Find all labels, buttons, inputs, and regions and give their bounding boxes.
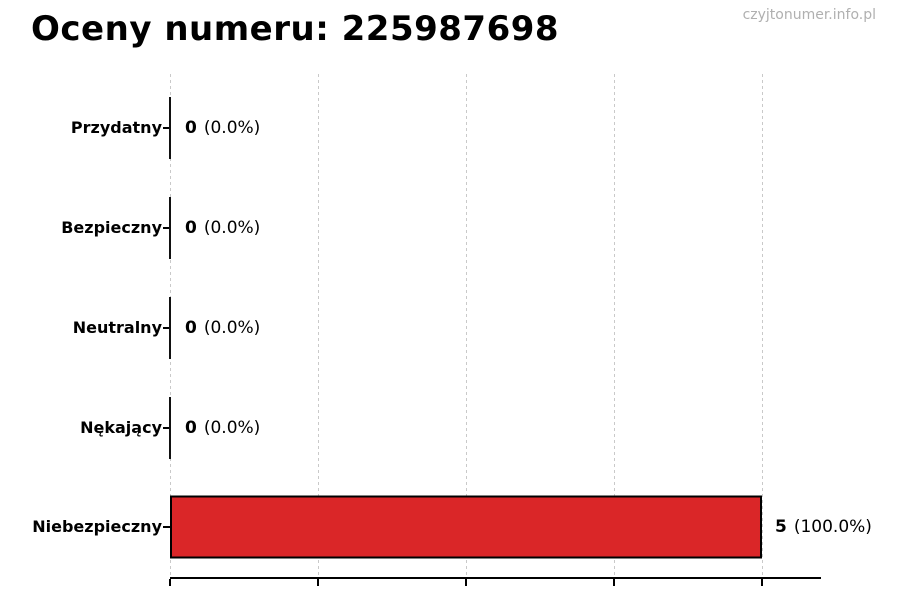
bar-przydatny-zero [169, 97, 171, 159]
category-label-bezpieczny: Bezpieczny [61, 218, 162, 237]
value-percent: (0.0%) [203, 318, 261, 338]
x-axis-line [170, 577, 821, 579]
x-axis-tick [317, 579, 319, 586]
y-axis-tick [163, 526, 170, 528]
value-count: 5 [775, 517, 787, 537]
bar-neutralny-zero [169, 297, 171, 359]
gridline-25pct [318, 74, 319, 578]
bar-niebezpieczny [170, 495, 762, 559]
value-percent: (100.0%) [793, 517, 872, 537]
category-label-niebezpieczny: Niebezpieczny [32, 517, 162, 536]
x-axis-tick [761, 579, 763, 586]
gridline-50pct [466, 74, 467, 578]
value-count: 0 [185, 418, 197, 438]
category-label-przydatny: Przydatny [70, 118, 162, 137]
value-label-niebezpieczny: 5 (100.0%) [775, 515, 872, 539]
x-axis-tick [169, 579, 171, 586]
value-count: 0 [185, 318, 197, 338]
value-label-neutralny: 0 (0.0%) [185, 316, 260, 340]
value-percent: (0.0%) [203, 118, 261, 138]
y-axis-tick [163, 327, 170, 329]
category-label-nekajacy: Nękający [80, 418, 162, 437]
y-axis-tick [163, 227, 170, 229]
y-axis-tick [163, 127, 170, 129]
watermark-site-label: czyjtonumer.info.pl [742, 7, 876, 23]
value-percent: (0.0%) [203, 218, 261, 238]
chart-title: Oceny numeru: 225987698 [31, 9, 560, 49]
value-label-przydatny: 0 (0.0%) [185, 116, 260, 140]
value-count: 0 [185, 218, 197, 238]
gridline-100pct [762, 74, 763, 578]
gridline-75pct [614, 74, 615, 578]
value-label-nekajacy: 0 (0.0%) [185, 416, 260, 440]
bar-bezpieczny-zero [169, 197, 171, 259]
bar-nekajacy-zero [169, 397, 171, 459]
value-label-bezpieczny: 0 (0.0%) [185, 216, 260, 240]
value-count: 0 [185, 118, 197, 138]
value-percent: (0.0%) [203, 418, 261, 438]
x-axis-tick [613, 579, 615, 586]
y-axis-tick [163, 427, 170, 429]
x-axis-tick [465, 579, 467, 586]
category-label-neutralny: Neutralny [72, 318, 162, 337]
